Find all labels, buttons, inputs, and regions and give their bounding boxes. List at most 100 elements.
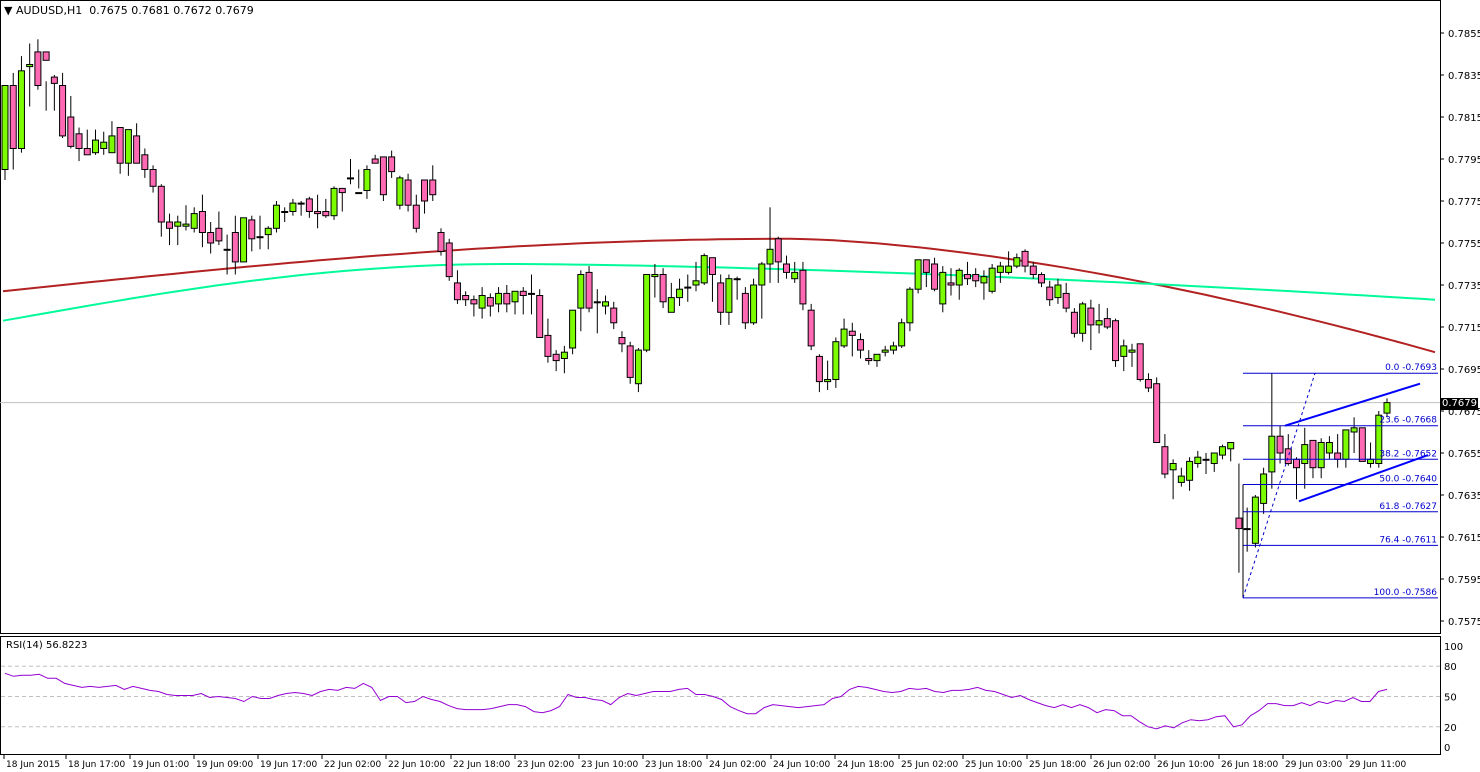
fib-trend-line[interactable] [1242,373,1316,599]
bull-candle[interactable] [1301,444,1309,465]
bear-candle[interactable] [470,299,478,305]
channel-lower-line[interactable] [1298,454,1429,503]
bull-candle[interactable] [955,269,963,286]
bull-candle[interactable] [511,290,519,303]
bear-candle[interactable] [1161,446,1169,475]
bull-candle[interactable] [651,274,659,278]
bear-candle[interactable] [544,334,552,357]
bull-candle[interactable] [1005,265,1013,273]
bear-candle[interactable] [34,51,42,86]
bear-candle[interactable] [322,211,330,217]
bull-candle[interactable] [1177,475,1185,483]
bull-candle[interactable] [1202,458,1210,461]
bull-candle[interactable] [478,295,486,309]
bear-candle[interactable] [815,355,823,383]
bear-candle[interactable] [83,148,91,156]
bull-candle[interactable] [602,301,610,307]
bear-candle[interactable] [141,154,149,171]
bear-candle[interactable] [437,232,445,252]
bear-candle[interactable] [1103,318,1111,328]
bull-candle[interactable] [190,213,198,229]
bear-candle[interactable] [462,295,470,301]
bear-candle[interactable] [857,339,865,351]
bear-candle[interactable] [552,353,560,362]
bull-candle[interactable] [1120,345,1128,357]
bear-candle[interactable] [1136,343,1144,380]
bear-candle[interactable] [799,269,807,305]
bear-candle[interactable] [774,238,782,263]
bull-candle[interactable] [330,187,338,217]
bull-candle[interactable] [396,177,404,206]
bear-candle[interactable] [741,292,749,324]
bull-candle[interactable] [1342,429,1350,460]
bear-candle[interactable] [338,187,346,194]
bear-candle[interactable] [1276,435,1284,454]
bear-candle[interactable] [404,179,412,206]
bull-candle[interactable] [824,379,832,383]
bull-candle[interactable] [1218,446,1226,456]
bull-candle[interactable] [223,248,231,251]
triangle-down-icon[interactable]: ▼ [4,4,13,17]
bull-candle[interactable] [569,309,577,349]
bull-candle[interactable] [898,322,906,347]
bull-candle[interactable] [766,248,774,265]
bull-candle[interactable] [124,129,132,164]
bear-candle[interactable] [166,221,174,229]
bear-candle[interactable] [412,204,420,229]
bull-candle[interactable] [750,284,758,324]
bull-candle[interactable] [264,227,272,236]
bull-candle[interactable] [91,139,99,154]
bear-candle[interactable] [116,127,124,164]
bear-candle[interactable] [67,116,75,147]
bear-candle[interactable] [1087,307,1095,326]
bull-candle[interactable] [700,255,708,284]
bull-candle[interactable] [1194,456,1202,465]
bull-candle[interactable] [17,70,25,149]
bear-candle[interactable] [1070,311,1078,334]
bear-candle[interactable] [1358,427,1366,462]
bear-candle[interactable] [50,76,58,84]
bear-candle[interactable] [59,85,67,137]
bear-candle[interactable] [717,282,725,313]
bull-candle[interactable] [100,141,108,149]
bull-candle[interactable] [667,297,675,313]
bull-candle[interactable] [363,169,371,191]
bear-candle[interactable] [708,257,716,276]
bull-candle[interactable] [1169,463,1177,471]
bull-candle[interactable] [692,280,700,286]
bull-candle[interactable] [725,278,733,313]
bear-candle[interactable] [305,198,313,212]
bear-candle[interactable] [453,282,461,301]
bull-candle[interactable] [108,135,116,154]
bear-candle[interactable] [1021,250,1029,267]
bear-candle[interactable] [157,185,165,223]
bull-candle[interactable] [1210,452,1218,464]
bull-candle[interactable] [1383,402,1391,414]
bull-candle[interactable] [1325,442,1333,454]
bear-candle[interactable] [1112,320,1120,362]
bear-candle[interactable] [445,242,453,278]
bull-candle[interactable] [676,288,684,299]
bear-candle[interactable] [429,179,437,196]
bull-candle[interactable] [240,217,248,263]
bull-candle[interactable] [1260,473,1268,504]
bear-candle[interactable] [379,156,387,196]
bear-candle[interactable] [198,211,206,233]
bull-candle[interactable] [26,64,34,68]
bull-candle[interactable] [832,341,840,381]
bear-candle[interactable] [421,179,429,202]
bear-candle[interactable] [133,135,141,164]
bear-candle[interactable] [1235,517,1243,530]
bear-candle[interactable] [314,211,322,215]
bear-candle[interactable] [519,290,527,296]
bear-candle[interactable] [931,263,939,290]
bull-candle[interactable] [1243,528,1251,531]
bull-candle[interactable] [939,271,947,305]
bear-candle[interactable] [231,232,239,263]
bear-candle[interactable] [1038,274,1045,284]
bear-candle[interactable] [1153,383,1161,444]
bull-candle[interactable] [1054,284,1062,299]
bear-candle[interactable] [626,345,634,378]
bear-candle[interactable] [659,274,667,303]
